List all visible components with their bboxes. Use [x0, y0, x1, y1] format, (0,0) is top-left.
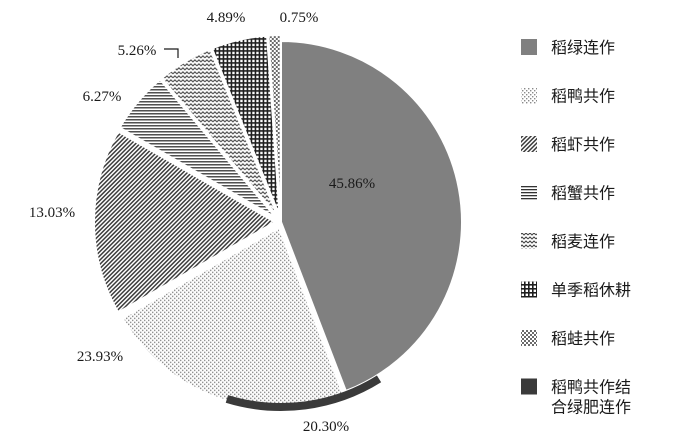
- legend-swatch-1: [521, 39, 537, 55]
- legend-swatch-6: [521, 281, 537, 298]
- pie-slice-7: [267, 34, 282, 217]
- legend-label-1: 稻绿连作: [551, 38, 615, 57]
- legend-label-8-line-2: 合绿肥连作: [551, 398, 631, 417]
- legend-label-8-line-1: 稻鸭共作结: [551, 378, 631, 397]
- legend-swatch-2: [521, 87, 537, 104]
- legend-swatch-3: [521, 136, 537, 152]
- pie-slice-5: [160, 47, 279, 218]
- legend-label-3: 稻虾共作: [551, 135, 615, 154]
- pie-slice-6: [210, 34, 281, 217]
- label-leader-line: [164, 48, 179, 58]
- legend-label-2: 稻鸭共作: [551, 87, 615, 106]
- value-labels: 45.86% 23.93% 13.03% 6.27% 5.26% 4.89% 0.75%: [29, 10, 375, 365]
- legend-label-4: 稻蟹共作: [551, 184, 615, 203]
- pie-slices: [93, 34, 463, 410]
- slice-value-label-1: 45.86%: [329, 176, 375, 192]
- pie-slice-4: [118, 78, 278, 220]
- slice-value-label-6: 4.89%: [207, 10, 246, 26]
- slice-value-label-4: 6.27%: [83, 89, 122, 105]
- legend-label-6: 单季稻休耕: [551, 281, 631, 300]
- legend-swatch-7: [521, 330, 537, 346]
- highlight-arc: [225, 375, 382, 411]
- legend-swatch-5: [521, 233, 537, 249]
- highlight-arc-value-label: 20.30%: [303, 419, 349, 435]
- legend-swatch-4: [521, 184, 537, 201]
- legend-swatch-8: [521, 378, 537, 395]
- pie-slice-3: [93, 130, 278, 314]
- slice-value-label-5: 5.26%: [118, 43, 157, 59]
- legend-label-7: 稻蛙共作: [551, 329, 615, 348]
- slice-value-label-3: 13.03%: [29, 205, 75, 221]
- highlight-arc-group: 20.30%: [225, 375, 382, 435]
- pie-slice-1: [280, 39, 463, 393]
- slice-value-label-2: 23.93%: [77, 349, 123, 365]
- slice-value-label-7: 0.75%: [280, 10, 319, 26]
- legend-label-5: 稻麦连作: [551, 232, 615, 251]
